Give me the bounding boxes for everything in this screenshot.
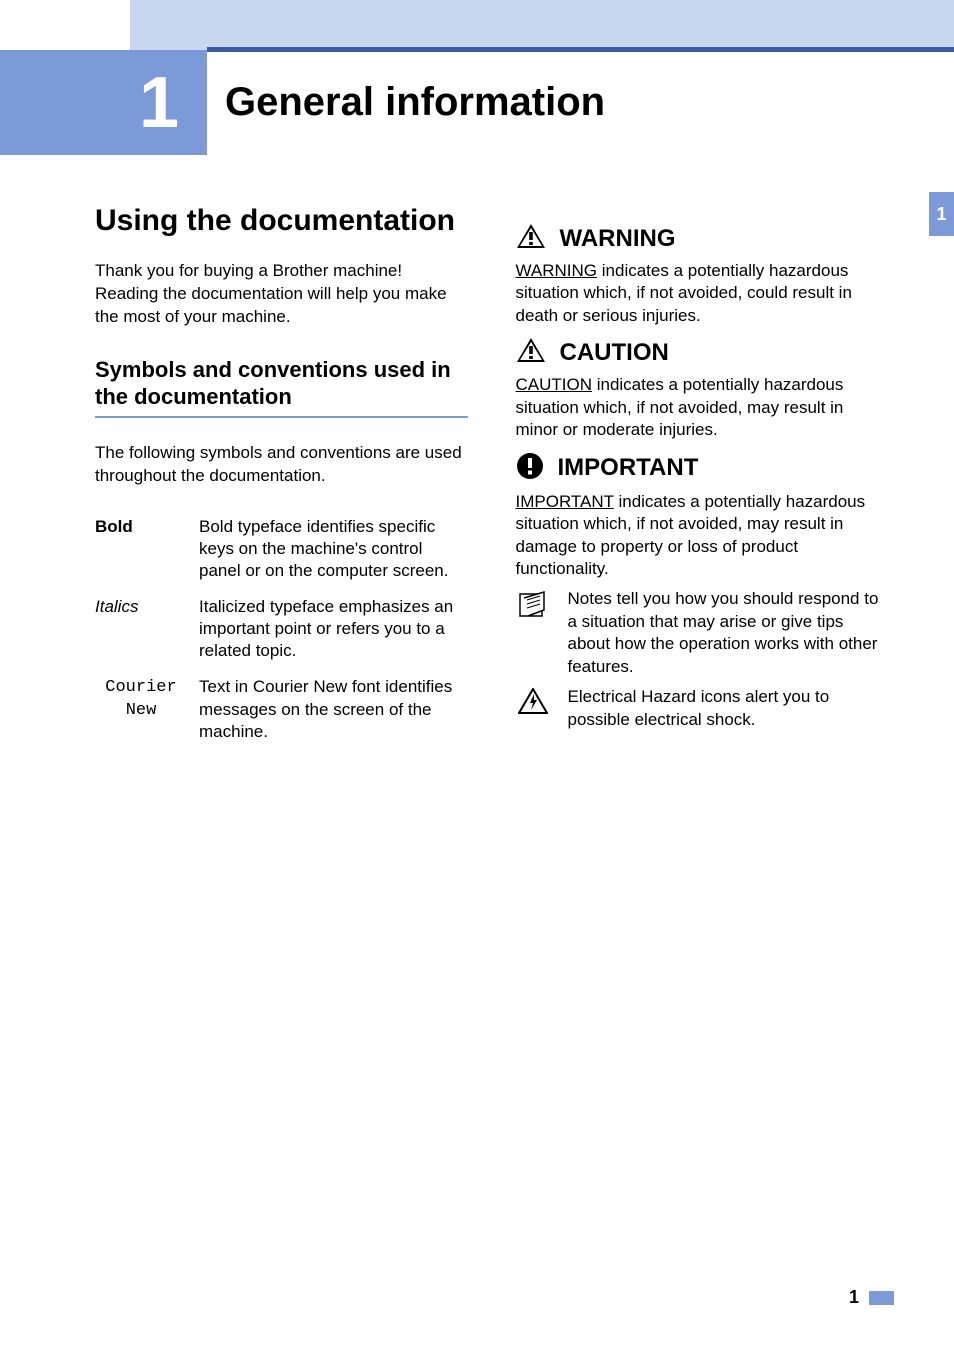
important-heading: IMPORTANT [516,452,889,485]
note-row: Notes tell you how you should respond to… [516,588,889,678]
section-heading: Using the documentation [95,203,468,238]
left-column: Using the documentation Thank you for bu… [95,203,468,757]
important-title: IMPORTANT [558,454,699,482]
definitions-table: Bold Bold typeface identifies specific k… [95,516,468,743]
warning-heading: WARNING [516,223,889,254]
electrical-hazard-icon [516,686,550,731]
side-tab: 1 [929,192,954,236]
def-desc: Bold typeface identifies specific keys o… [199,516,468,582]
page-mark [869,1291,894,1305]
top-bar-light [130,0,207,52]
warning-title: WARNING [560,225,676,253]
right-column: WARNING WARNING indicates a potentially … [516,203,889,757]
subsection-heading: Symbols and conventions used in the docu… [95,357,468,418]
chapter-title: General information [225,80,605,125]
important-body: IMPORTANT indicates a potentially hazard… [516,491,889,581]
chapter-header: 1 General information [0,50,954,155]
warning-icon [516,223,546,254]
caution-title: CAUTION [560,339,669,367]
hazard-text: Electrical Hazard icons alert you to pos… [568,686,889,731]
def-row: CourierNew Text in Courier New font iden… [95,676,468,742]
chapter-number: 1 [139,62,179,144]
caution-heading: CAUTION [516,337,889,368]
note-text: Notes tell you how you should respond to… [568,588,889,678]
note-icon [516,588,550,678]
def-term-bold: Bold [95,516,187,582]
def-desc: Italicized typeface emphasizes an import… [199,596,468,662]
hazard-row: Electrical Hazard icons alert you to pos… [516,686,889,731]
def-term-italic: Italics [95,596,187,662]
chapter-number-box: 1 [0,50,207,155]
content: Using the documentation Thank you for bu… [0,155,954,757]
def-row: Bold Bold typeface identifies specific k… [95,516,468,582]
intro-text: Thank you for buying a Brother machine! … [95,260,468,329]
warning-body: WARNING indicates a potentially hazardou… [516,260,889,327]
def-row: Italics Italicized typeface emphasizes a… [95,596,468,662]
top-bar-spacer [0,0,130,52]
page-number: 1 [849,1287,859,1308]
def-term-mono: CourierNew [95,676,187,742]
top-bar-dark-wrap [207,0,954,52]
top-bar [0,0,954,52]
caution-body: CAUTION indicates a potentially hazardou… [516,374,889,441]
important-icon [516,452,544,485]
subsection-intro: The following symbols and conventions ar… [95,442,468,488]
page-footer: 1 [849,1287,894,1308]
def-desc: Text in Courier New font identifies mess… [199,676,468,742]
caution-icon [516,337,546,368]
